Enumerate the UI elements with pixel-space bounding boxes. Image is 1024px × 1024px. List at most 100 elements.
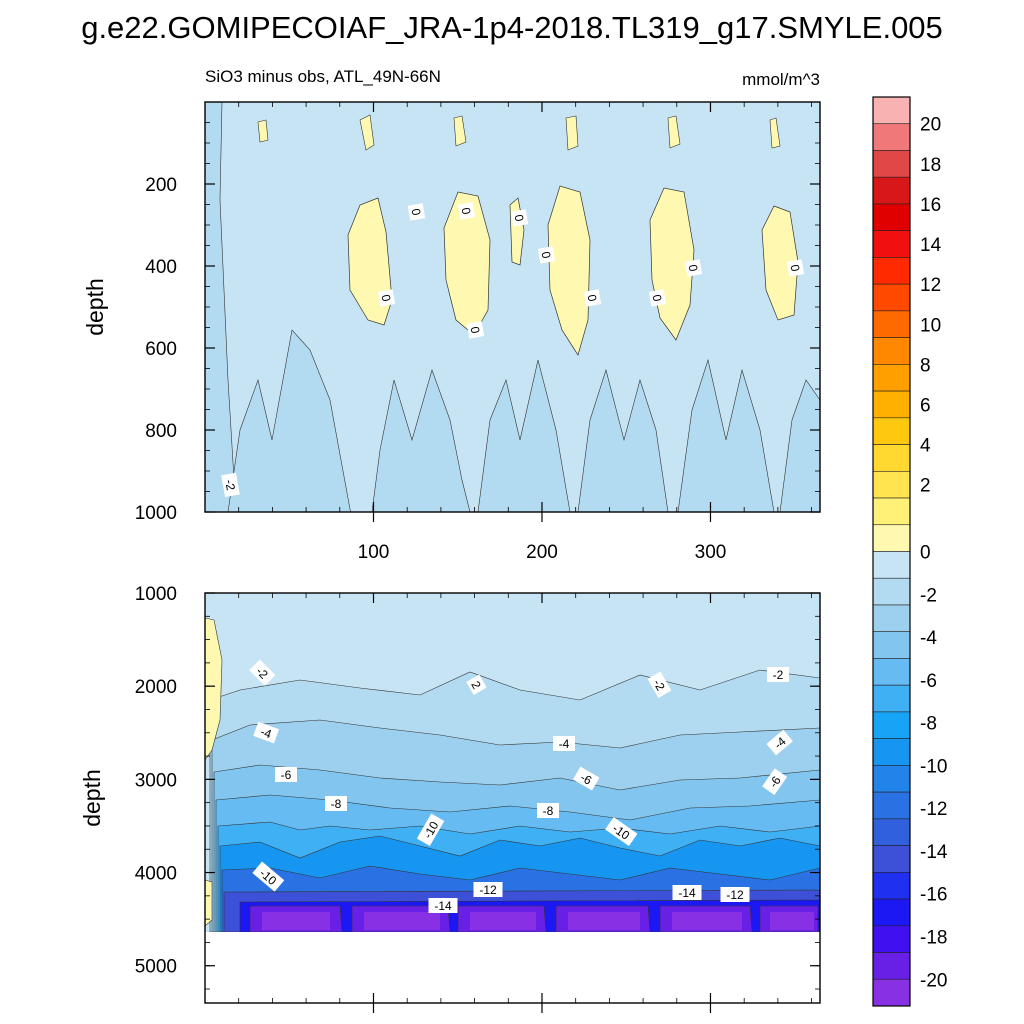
contour-label-text: -4 (259, 725, 274, 742)
contour-label-text: -12 (726, 888, 744, 902)
contour-label-bg (537, 803, 559, 818)
y-tick-label: 4000 (135, 864, 177, 885)
band-minus20-cells (262, 912, 814, 930)
y-tick-label: 1000 (135, 503, 177, 524)
colorbar-swatch (872, 230, 911, 258)
contour-label-bg (466, 674, 487, 695)
colorbar-label: 12 (920, 275, 941, 296)
colorbar-swatch (872, 337, 911, 365)
contour-label-text: -8 (543, 804, 554, 818)
colorbar-label: 0 (920, 543, 931, 564)
contour-label-bg (648, 289, 667, 307)
contour-label: -4 (553, 736, 575, 751)
contour-label: 0 (377, 289, 396, 307)
bottom-y-axis-label: depth (79, 769, 105, 827)
contour-label: -14 (428, 898, 458, 913)
colorbar: 20181614121086420-2-4-6-8-10-12-14-16-18… (872, 96, 948, 1007)
contour-label: 0 (537, 246, 556, 264)
contour-label-bg (416, 813, 445, 847)
colorbar-frame (872, 96, 911, 1007)
contour-label-bg (457, 202, 476, 220)
x-tick-label: 100 (358, 542, 390, 563)
colorbar-swatch (872, 203, 911, 231)
colorbar-swatch (872, 631, 911, 659)
bottom-x-ticks (238, 593, 812, 1013)
contour-label: -6 (572, 766, 600, 791)
bottom-axes-frame (204, 592, 821, 1004)
colorbar-label: -12 (920, 799, 947, 820)
colorbar-swatch (872, 791, 911, 820)
contour-label: -14 (672, 885, 702, 900)
contour-label-bg (473, 882, 503, 897)
colorbar-swatch (872, 444, 911, 472)
colorbar-swatch (872, 738, 911, 766)
contour-label: 0 (457, 202, 476, 220)
top-minus2-region-2 (371, 369, 471, 512)
top-minus2-region-3 (477, 359, 571, 512)
no-data-region (205, 932, 820, 1003)
colorbar-swatch (872, 845, 911, 873)
top-positive-blob-2 (443, 191, 491, 336)
top-y-ticks: 200 400 600 800 1000 (135, 101, 820, 524)
top-plot-area (205, 102, 820, 512)
colorbar-swatch (872, 497, 911, 526)
contour-label-text: -14 (434, 899, 452, 913)
contour-label-bg (762, 768, 788, 796)
top-panel: SiO3 minus obs, ATL_49N-66N mmol/m^3 0 0 0… (82, 67, 821, 563)
colorbar-label: -2 (920, 585, 937, 606)
contour-label: -8 (537, 803, 559, 818)
contour-label-text: -4 (559, 737, 570, 751)
contour-label-bg (537, 246, 556, 264)
colorbar-swatch (872, 684, 911, 713)
contour-label: -4 (253, 721, 280, 744)
colorbar-swatch (872, 283, 911, 312)
colorbar-swatch (872, 524, 911, 552)
colorbar-swatch (872, 818, 911, 846)
contour-label-text: 0 (459, 206, 474, 215)
contour-label-bg (221, 472, 240, 498)
contour-label-bg (647, 671, 672, 699)
contour-label-text: 0 (379, 293, 394, 302)
y-tick-label: 800 (145, 421, 177, 442)
y-tick-label: 600 (145, 339, 177, 360)
contour-label: 0 (510, 209, 529, 227)
contour-label-bg (407, 203, 426, 221)
y-tick-label: 2000 (135, 677, 177, 698)
contour-label: -2 (767, 667, 789, 682)
contour-label-text: -8 (331, 797, 342, 811)
contour-label-text: -2 (222, 479, 238, 492)
y-tick-label: 200 (145, 175, 177, 196)
contour-label: -6 (762, 768, 788, 796)
top-positive-blob-4 (547, 185, 591, 356)
contour-label: 0 (583, 289, 602, 307)
contour-label: -8 (325, 796, 347, 811)
contour-label-text: 0 (686, 263, 701, 272)
colorbar-swatch (872, 872, 911, 900)
top-positive-blob-6 (761, 205, 799, 321)
top-minus2-region-4 (577, 368, 669, 512)
bottom-panel: -2 -22 -2-4-4 -4-6 -6 -6-8 -8-10 -10-10-12 -12-1… (79, 584, 821, 1013)
top-surface-positive-patches (257, 114, 781, 151)
contour-label-text: 0 (585, 293, 600, 302)
colorbar-swatch (872, 364, 911, 392)
colorbar-label: -6 (920, 671, 937, 692)
contour-label: -12 (473, 882, 503, 897)
top-x-ticks: 100 200 300 (238, 102, 812, 563)
colorbar-label: -4 (920, 628, 937, 649)
bottom-contour-labels: -2 -22 -2-4-4 -4-6 -6 -6-8 -8-10 -10-10-12 -12-1… (249, 659, 793, 913)
contour-label: 0 (684, 259, 703, 277)
contour-label-bg (377, 289, 396, 307)
colorbar-swatch (872, 898, 911, 927)
contour-label-bg (510, 209, 529, 227)
colorbar-swatch (872, 417, 911, 445)
y-tick-label: 1000 (135, 584, 177, 605)
contour-label-text: 0 (650, 293, 665, 302)
colorbar-swatch (872, 257, 911, 285)
contour-label-text: -2 (773, 668, 784, 682)
contour-label-bg (466, 321, 485, 339)
colorbar-swatch (872, 551, 911, 579)
y-tick-label: 3000 (135, 770, 177, 791)
contour-label: -12 (720, 887, 750, 902)
units-label: mmol/m^3 (742, 70, 820, 89)
